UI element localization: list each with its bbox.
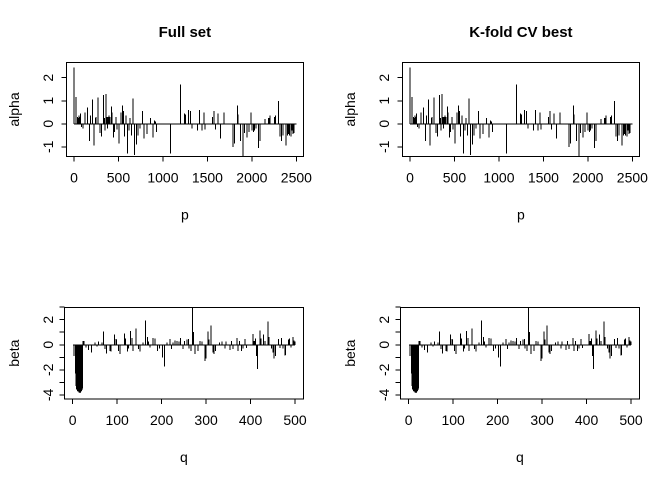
y-tick-label: -1 <box>376 140 392 153</box>
x-tick-label: 2000 <box>572 170 603 186</box>
y-tick-label: -2 <box>376 363 392 376</box>
y-tick-label: 0 <box>376 341 392 349</box>
x-axis-title: p <box>517 207 525 223</box>
x-tick-label: 500 <box>283 412 307 428</box>
panel-beta-kfold-cv: 0 100 200 300 400 500 -4 -2 0 2 q beta <box>342 306 643 465</box>
plot-box <box>66 61 304 158</box>
x-tick-label: 0 <box>70 170 78 186</box>
y-tick-label: 2 <box>376 74 392 82</box>
y-tick-label: 2 <box>40 316 56 324</box>
x-axis-title: q <box>516 449 524 465</box>
plot-box <box>64 306 304 400</box>
y-tick-label: 0 <box>40 341 56 349</box>
x-tick-label: 400 <box>575 412 599 428</box>
panel-beta-full-set: 0 100 200 300 400 500 -4 -2 0 2 q beta <box>6 306 307 465</box>
plot-box <box>400 306 640 400</box>
y-axis-title: alpha <box>342 92 358 126</box>
x-tick-label: 1000 <box>147 170 178 186</box>
panel-title: K-fold CV best <box>469 24 572 41</box>
x-tick-label: 500 <box>107 170 131 186</box>
x-tick-label: 300 <box>194 412 218 428</box>
x-tick-label: 2000 <box>236 170 267 186</box>
x-tick-label: 200 <box>150 412 174 428</box>
x-tick-label: 100 <box>105 412 129 428</box>
x-tick-label: 400 <box>239 412 263 428</box>
x-tick-label: 0 <box>406 170 414 186</box>
y-axis-title: beta <box>6 339 22 366</box>
x-tick-label: 1500 <box>528 170 559 186</box>
panel-alpha-kfold-cv: 0 500 1000 1500 2000 2500 -1 0 1 2 p alpha K-fold CV… <box>342 24 648 223</box>
x-tick-label: 500 <box>619 412 643 428</box>
x-tick-label: 1000 <box>483 170 514 186</box>
y-axis-title: beta <box>342 339 358 366</box>
panel-alpha-full-set: 0 500 1000 1500 2000 2500 -1 0 1 2 p alpha Full set <box>6 24 312 223</box>
y-tick-label: 2 <box>376 316 392 324</box>
x-tick-label: 1500 <box>192 170 223 186</box>
y-axis-title: alpha <box>6 92 22 126</box>
plot-box <box>402 61 640 158</box>
y-tick-label: 1 <box>376 97 392 105</box>
x-tick-label: 300 <box>530 412 554 428</box>
y-tick-label: 1 <box>40 97 56 105</box>
y-tick-label: 2 <box>40 74 56 82</box>
y-tick-label: 0 <box>376 120 392 128</box>
x-axis-title: q <box>180 449 188 465</box>
x-tick-label: 2500 <box>281 170 312 186</box>
x-tick-label: 0 <box>69 412 77 428</box>
x-tick-label: 500 <box>443 170 467 186</box>
x-axis-title: p <box>181 207 189 223</box>
panel-title: Full set <box>159 24 212 41</box>
x-tick-label: 100 <box>441 412 465 428</box>
y-tick-label: -4 <box>376 388 392 401</box>
x-tick-label: 0 <box>405 412 413 428</box>
y-tick-label: -1 <box>40 140 56 153</box>
x-tick-label: 200 <box>486 412 510 428</box>
y-tick-label: -2 <box>40 363 56 376</box>
x-tick-label: 2500 <box>617 170 648 186</box>
y-tick-label: -4 <box>40 388 56 401</box>
y-tick-label: 0 <box>40 120 56 128</box>
